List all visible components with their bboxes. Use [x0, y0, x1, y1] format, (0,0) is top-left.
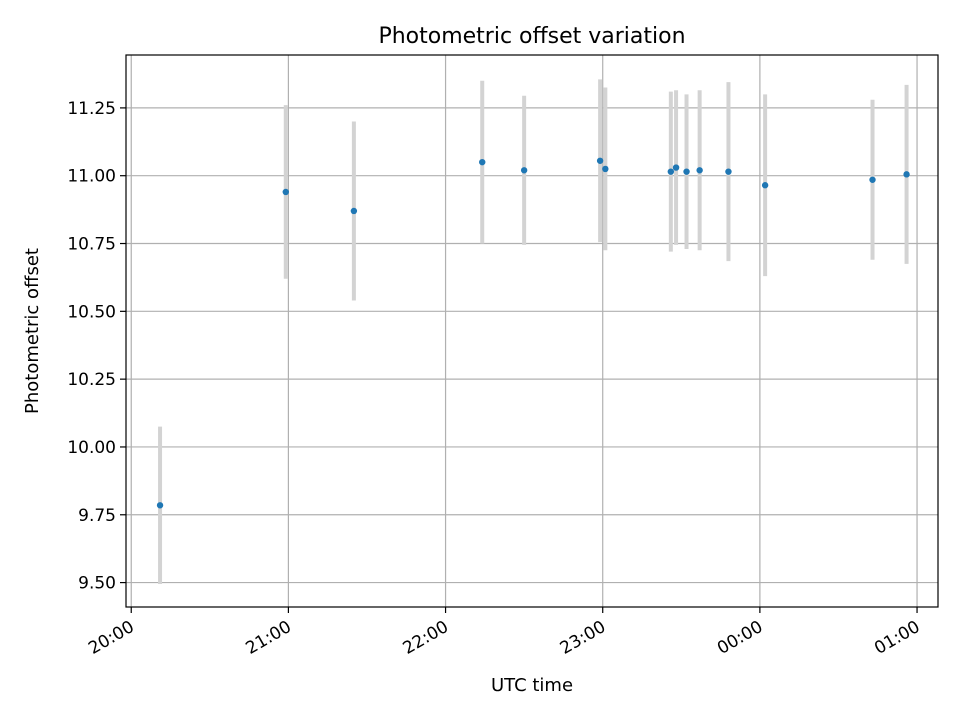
data-point: [520, 167, 528, 174]
data-point: [903, 171, 910, 178]
data-point: [156, 502, 164, 509]
y-tick-label: 11.25: [67, 99, 116, 119]
point-layer: [156, 157, 910, 509]
data-point: [350, 207, 358, 215]
chart-title: Photometric offset variation: [378, 24, 685, 49]
data-point: [672, 164, 680, 171]
y-ticks: 9.50 9.75 10.00 10.25 10.50 10.75 11.00 11.25: [67, 99, 126, 594]
data-point: [602, 165, 609, 173]
data-point: [667, 168, 675, 175]
plot-frame: [125, 54, 939, 608]
data-point: [282, 188, 289, 196]
x-tick-label: 00:00: [714, 617, 766, 659]
data-point: [683, 168, 690, 175]
data-point: [761, 182, 769, 189]
data-point: [596, 157, 604, 164]
data-point: [725, 168, 732, 175]
y-tick-label: 10.50: [67, 302, 116, 322]
x-tick-label: 20:00: [85, 617, 137, 659]
errorbar-layer: [158, 79, 909, 584]
y-tick-label: 10.00: [67, 438, 116, 458]
x-tick-label: 21:00: [242, 617, 294, 659]
x-tick-label: 01:00: [871, 617, 923, 659]
y-axis-label: Photometric offset: [22, 248, 43, 414]
y-tick-label: 10.75: [67, 235, 116, 255]
data-point: [479, 158, 486, 166]
y-tick-label: 9.50: [78, 574, 116, 594]
y-tick-label: 10.25: [67, 370, 116, 390]
y-tick-label: 9.75: [78, 506, 116, 526]
x-tick-label: 22:00: [400, 617, 452, 659]
data-point: [869, 176, 876, 183]
x-ticks: 20:00 21:00 22:00 23:00 00:00 01:00: [85, 607, 924, 659]
data-point: [696, 167, 703, 174]
x-tick-label: 23:00: [557, 617, 609, 659]
y-tick-label: 11.00: [67, 167, 116, 187]
grid-layer: [126, 55, 938, 607]
x-axis-label: UTC time: [491, 675, 573, 696]
